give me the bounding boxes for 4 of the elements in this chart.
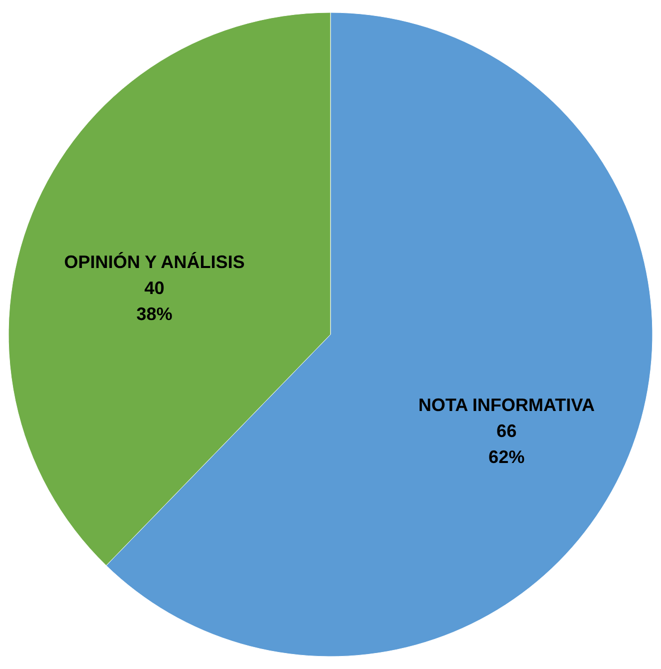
slice-label: OPINIÓN Y ANÁLISIS (64, 252, 245, 272)
slice-label: NOTA INFORMATIVA (418, 394, 595, 415)
data-label: 66 62% (488, 420, 525, 467)
data-label: 40 38% (136, 278, 172, 324)
